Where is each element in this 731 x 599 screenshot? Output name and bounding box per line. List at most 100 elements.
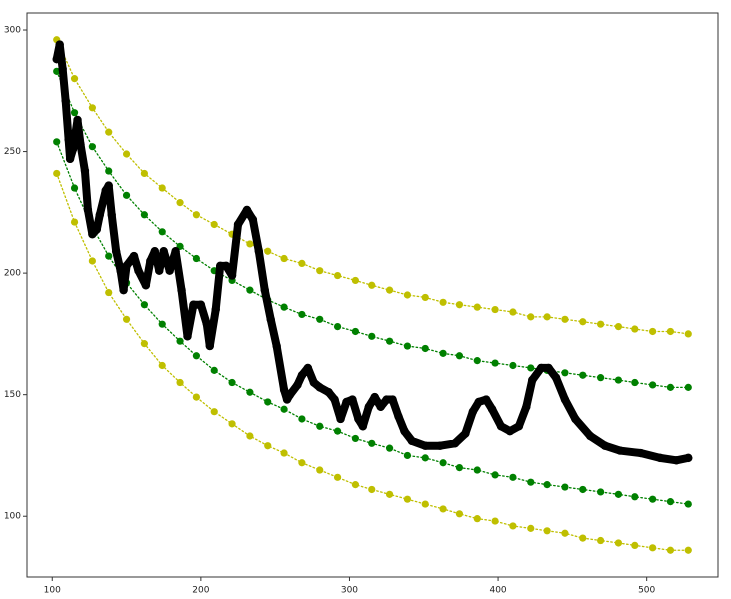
point <box>336 414 345 424</box>
point <box>600 441 610 450</box>
point <box>333 473 342 481</box>
point <box>636 448 645 458</box>
point <box>158 228 166 236</box>
point <box>129 251 139 261</box>
point <box>382 395 391 404</box>
point <box>649 381 657 389</box>
point <box>264 398 272 406</box>
point <box>514 422 524 431</box>
point <box>104 181 113 190</box>
point <box>631 325 639 333</box>
point <box>116 266 125 275</box>
point <box>491 471 499 479</box>
point <box>666 498 675 506</box>
point <box>176 199 184 207</box>
point <box>368 439 376 447</box>
point <box>202 319 212 329</box>
point <box>140 301 148 309</box>
point <box>348 395 357 404</box>
point <box>615 446 625 455</box>
point <box>298 415 306 423</box>
point <box>421 454 429 462</box>
point <box>285 390 295 399</box>
point <box>543 527 551 535</box>
point <box>134 266 143 275</box>
point <box>496 422 506 431</box>
point <box>543 313 551 321</box>
point <box>70 184 79 192</box>
point <box>544 363 553 373</box>
point <box>407 436 417 446</box>
point <box>597 374 605 382</box>
point <box>280 254 288 263</box>
point <box>221 261 231 271</box>
point <box>597 320 605 328</box>
point <box>254 247 264 256</box>
point <box>155 266 164 275</box>
point <box>58 64 67 74</box>
point <box>684 383 692 391</box>
point <box>421 500 429 508</box>
point <box>316 267 324 275</box>
point <box>666 546 675 554</box>
point <box>631 378 639 387</box>
point <box>351 276 360 285</box>
point <box>210 220 218 229</box>
point <box>176 378 184 387</box>
point <box>315 383 324 392</box>
point <box>264 442 272 450</box>
point <box>655 453 665 463</box>
point <box>491 517 499 525</box>
point <box>358 422 368 431</box>
point <box>614 376 623 384</box>
point <box>105 128 113 136</box>
point <box>597 536 605 545</box>
point <box>421 344 429 353</box>
point <box>316 315 324 323</box>
point <box>597 488 605 496</box>
point <box>64 135 73 144</box>
point <box>189 300 198 309</box>
x-tick-label: 300 <box>341 586 358 596</box>
point <box>385 490 394 498</box>
point <box>560 395 570 404</box>
point <box>158 184 166 192</box>
point <box>522 402 531 412</box>
point <box>92 225 102 234</box>
point <box>316 466 324 474</box>
point <box>666 383 675 391</box>
point <box>491 305 499 314</box>
point <box>376 402 385 412</box>
point <box>146 256 155 266</box>
point <box>473 515 481 523</box>
point <box>298 310 306 319</box>
point <box>684 500 692 508</box>
point <box>631 541 639 549</box>
point <box>192 254 201 263</box>
point <box>561 315 569 323</box>
point <box>192 393 201 401</box>
point <box>122 261 131 271</box>
point <box>330 395 339 404</box>
point <box>303 363 313 373</box>
point <box>264 247 272 255</box>
point <box>80 166 90 176</box>
point <box>481 395 491 404</box>
point <box>403 451 412 460</box>
point <box>272 341 281 351</box>
y-tick-label: 150 <box>4 390 21 400</box>
point <box>242 205 252 215</box>
point <box>527 478 535 486</box>
y-tick-label: 100 <box>4 512 21 522</box>
point <box>450 439 460 448</box>
point <box>309 378 319 387</box>
point <box>684 453 693 463</box>
point <box>631 493 639 501</box>
point <box>403 495 412 503</box>
point <box>83 205 93 215</box>
point <box>368 281 376 289</box>
point <box>76 140 85 149</box>
point <box>684 546 692 554</box>
point <box>246 240 254 248</box>
point <box>388 395 397 404</box>
